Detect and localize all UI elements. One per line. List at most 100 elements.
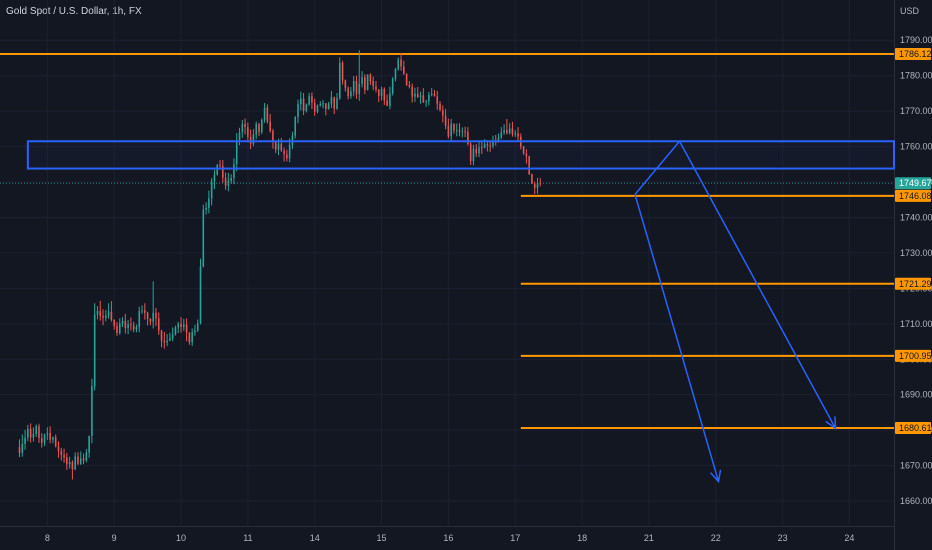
candle-body	[422, 95, 425, 103]
candle-body	[294, 117, 297, 136]
candle-body	[389, 93, 391, 106]
time-axis[interactable]: 8 9 10 11 14 15 16 17 18 21 22 23 24	[45, 533, 855, 543]
candle-body	[35, 426, 38, 435]
price-level-tag-bg	[895, 189, 931, 202]
candle-body	[408, 84, 411, 87]
candle-body	[436, 96, 439, 104]
candle-body	[347, 88, 349, 97]
x-tick-label: 21	[644, 533, 654, 543]
candle-body	[132, 325, 135, 330]
candle-body	[260, 120, 263, 133]
x-tick-label: 14	[310, 533, 320, 543]
candle-body	[481, 147, 483, 149]
symbol-title: Gold Spot / U.S. Dollar, 1h, FX	[6, 6, 142, 17]
price-level-tag-bg	[895, 277, 931, 290]
candle-body	[105, 315, 107, 318]
candle-body	[241, 123, 244, 133]
candle-body	[517, 133, 519, 137]
candle-body	[433, 93, 436, 97]
currency-label: USD	[900, 6, 920, 16]
price-level-tag-bg	[895, 422, 931, 434]
candle-body	[169, 338, 171, 341]
drawing-overlays	[26, 140, 896, 484]
x-tick-label: 24	[844, 533, 854, 543]
candle-body	[107, 311, 110, 316]
y-tick-label: 1690.00	[900, 390, 932, 400]
x-tick-label: 23	[778, 533, 788, 543]
projection-top-edge	[634, 140, 681, 195]
candle-body	[163, 340, 166, 343]
candle-body	[277, 143, 280, 150]
candle-body	[230, 178, 232, 181]
candle-body	[224, 177, 227, 186]
candle-body	[68, 462, 71, 465]
candle-body	[191, 332, 193, 343]
candle-body	[400, 59, 402, 67]
candle-body	[247, 127, 249, 138]
candle-body	[18, 447, 21, 453]
candle-body	[319, 104, 322, 106]
candle-body	[280, 143, 283, 151]
candle-body	[511, 128, 514, 135]
candle-body	[66, 457, 68, 465]
candle-body	[99, 311, 102, 317]
candle-body	[194, 330, 196, 333]
candle-body	[102, 316, 104, 318]
candle-body	[391, 78, 394, 94]
candle-body	[121, 320, 124, 324]
candle-body	[152, 312, 154, 322]
candle-body	[336, 98, 338, 109]
candle-body	[88, 435, 90, 453]
candle-body	[54, 437, 57, 447]
candle-body	[428, 94, 430, 102]
candle-body	[425, 101, 427, 103]
candle-body	[93, 314, 96, 387]
candle-body	[79, 458, 82, 464]
candle-body	[272, 130, 274, 142]
candle-body	[469, 143, 472, 162]
candle-body	[411, 86, 413, 97]
candle-body	[29, 428, 32, 438]
candle-body	[288, 144, 291, 159]
candle-body	[308, 96, 310, 105]
candle-body	[166, 340, 168, 343]
candle-body	[430, 93, 433, 95]
candle-body	[283, 150, 285, 155]
candle-body	[52, 437, 54, 440]
candle-body	[405, 73, 408, 85]
candle-body	[330, 97, 333, 104]
candle-body	[118, 323, 121, 334]
candle-body	[475, 148, 478, 154]
candle-body	[344, 80, 347, 89]
candle-body	[369, 74, 372, 82]
price-level-tag-bg	[895, 349, 931, 362]
candle-body	[219, 165, 221, 167]
candle-body	[199, 266, 202, 324]
candle-body	[531, 174, 533, 184]
y-tick-label: 1770.00	[900, 106, 932, 116]
candle-body	[508, 128, 511, 134]
candle-body	[358, 83, 361, 95]
price-level-tag: 1680.61	[899, 423, 932, 433]
candle-body	[266, 107, 269, 122]
candle-body	[492, 141, 494, 146]
candlestick-series	[18, 50, 542, 480]
candle-body	[386, 100, 388, 106]
candle-body	[233, 163, 235, 179]
projection-inner-arrow	[634, 194, 720, 482]
candle-body	[21, 443, 24, 453]
candle-body	[222, 166, 224, 178]
candle-body	[500, 132, 503, 138]
candle-body	[316, 105, 319, 112]
candle-body	[174, 327, 177, 335]
candle-body	[185, 324, 188, 333]
candle-body	[311, 96, 313, 103]
candle-body	[180, 323, 182, 328]
candle-body	[377, 89, 380, 96]
candle-body	[503, 129, 505, 133]
candle-body	[71, 462, 74, 470]
candle-body	[116, 325, 118, 334]
candle-body	[414, 93, 416, 97]
candle-body	[82, 458, 85, 461]
